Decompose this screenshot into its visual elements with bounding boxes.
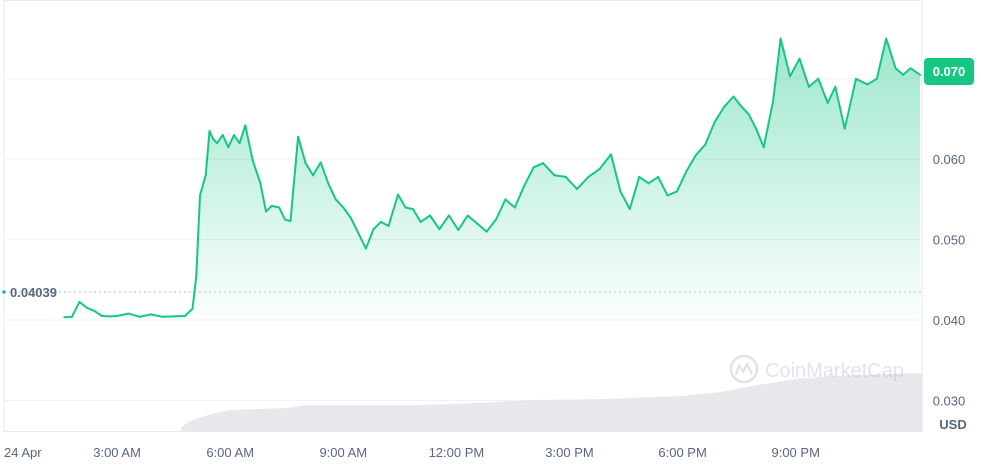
- y-tick-label: 0.060: [933, 152, 966, 167]
- y-tick-label: 0.040: [933, 313, 966, 328]
- x-axis: 24 Apr 3:00 AM 6:00 AM 9:00 AM 12:00 PM 3:00 …: [4, 445, 820, 460]
- x-tick-label: 9:00 AM: [319, 445, 367, 460]
- x-tick-label: 24 Apr: [4, 445, 42, 460]
- x-tick-label: 9:00 PM: [771, 445, 819, 460]
- current-price-label: 0.070: [933, 64, 966, 79]
- x-tick-label: 3:00 AM: [93, 445, 141, 460]
- x-tick-label: 3:00 PM: [545, 445, 593, 460]
- currency-label: USD: [939, 417, 966, 432]
- y-axis: 0.060 0.050 0.040 0.030: [933, 152, 966, 408]
- baseline-marker: [2, 290, 6, 294]
- baseline-label: 0.04039: [10, 285, 57, 300]
- watermark-text: CoinMarketCap: [765, 360, 904, 382]
- x-tick-label: 6:00 PM: [658, 445, 706, 460]
- price-area-fill: [72, 39, 920, 317]
- coinmarketcap-logo-wave: [736, 364, 752, 375]
- watermark: CoinMarketCap: [731, 356, 904, 382]
- current-price-tag: 0.070: [924, 58, 974, 85]
- x-tick-label: 6:00 AM: [206, 445, 254, 460]
- y-tick-label: 0.030: [933, 393, 966, 408]
- y-tick-label: 0.050: [933, 233, 966, 248]
- x-tick-label: 12:00 PM: [429, 445, 485, 460]
- price-area: [72, 39, 920, 317]
